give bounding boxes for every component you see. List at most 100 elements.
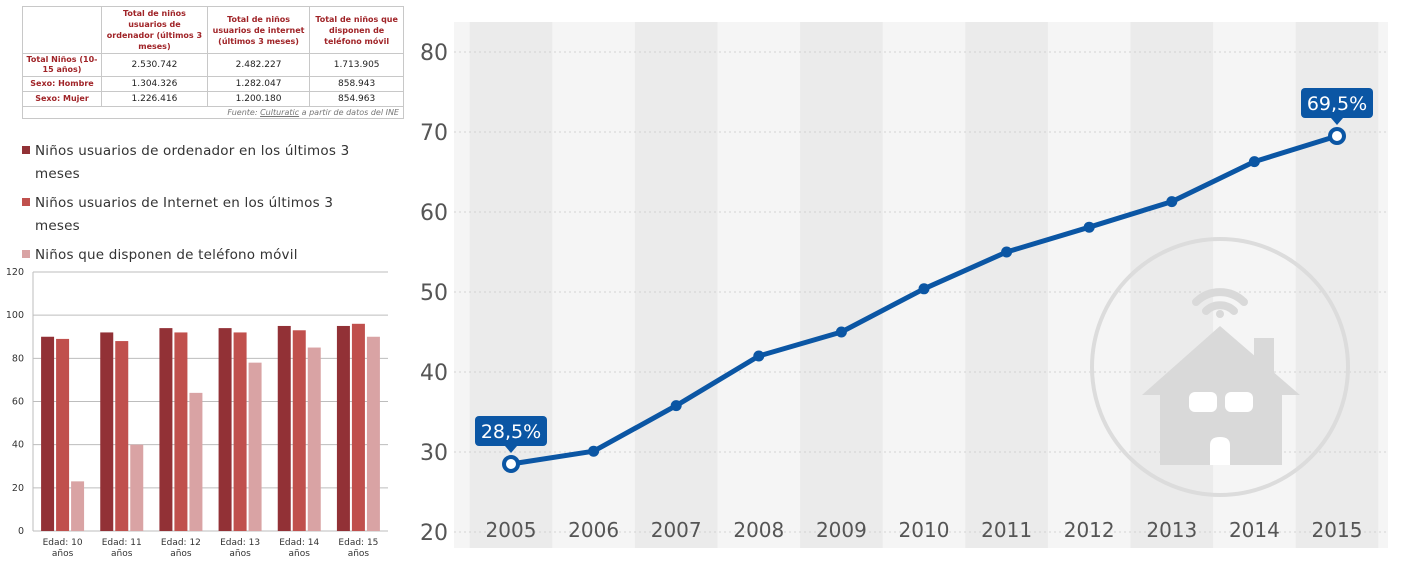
data-label-pointer (1331, 118, 1343, 125)
x-tick-label: años (229, 549, 251, 559)
source-prefix: Fuente: (227, 108, 261, 117)
y-tick-label: 80 (12, 353, 24, 364)
x-tick-label: 2011 (981, 518, 1032, 542)
data-point (1083, 221, 1095, 233)
y-tick-label: 60 (420, 201, 448, 226)
bar-chart-gridlines (32, 271, 388, 532)
wifi-dot-icon (1216, 310, 1224, 318)
y-tick-label: 60 (12, 397, 24, 408)
bar (366, 336, 380, 531)
source-suffix: a partir de datos del INE (299, 108, 399, 117)
y-tick-label: 50 (420, 281, 448, 306)
x-tick-label: 2009 (816, 518, 867, 542)
x-tick-label: 2008 (733, 518, 784, 542)
legend-swatch-internet (22, 198, 30, 206)
x-tick-label: Edad: 15 (338, 538, 378, 548)
data-point-highlight (502, 455, 520, 473)
table-cell: 858.943 (309, 76, 404, 92)
bar (292, 330, 306, 531)
row-label: Total Niños (10-15 años) (22, 53, 102, 77)
table-row: Sexo: Mujer 1.226.416 1.200.180 854.963 (22, 91, 404, 107)
table-cell: 1.200.180 (206, 91, 311, 107)
x-tick-label: 2014 (1229, 518, 1280, 542)
bar (115, 341, 129, 531)
data-point-highlight (1328, 127, 1346, 145)
table-cell: 1.713.905 (309, 53, 404, 77)
table-cell: 1.282.047 (206, 76, 311, 92)
bar (351, 323, 365, 531)
x-tick-label: años (348, 549, 370, 559)
y-tick-label: 0 (18, 526, 24, 537)
legend-label-internet: Niños usuarios de Internet en los último… (35, 195, 334, 234)
x-tick-label: años (52, 549, 74, 559)
house-window-icon (1225, 392, 1253, 412)
legend-swatch-mobile (22, 250, 30, 258)
x-tick-label: 2013 (1146, 518, 1197, 542)
table-corner (22, 6, 102, 54)
bar (189, 392, 203, 531)
bar (41, 336, 55, 531)
table-cell: 2.482.227 (206, 53, 311, 77)
bar-chart-bars (41, 323, 380, 531)
legend-swatch-computer (22, 146, 30, 154)
table-header: Total de niños usuarios de internet (últ… (206, 6, 311, 54)
table-source: Fuente: Culturatic a partir de datos del… (22, 107, 404, 119)
y-tick-label: 40 (12, 440, 24, 451)
data-point (1001, 246, 1013, 258)
data-point (1248, 156, 1260, 168)
table-cell: 854.963 (309, 91, 404, 107)
y-tick-label: 40 (420, 361, 448, 386)
data-point (835, 326, 847, 338)
data-table-panel: Total de niños usuarios de ordenador (úl… (22, 6, 404, 119)
bar (233, 332, 247, 531)
data-point (1166, 196, 1178, 208)
table-cell: 1.304.326 (101, 76, 208, 92)
house-window-icon (1189, 392, 1217, 412)
bar (174, 332, 188, 531)
data-point (753, 350, 765, 362)
legend-item-mobile: Niños que disponen de teléfono móvil (22, 244, 352, 267)
bar (130, 444, 144, 531)
bar (277, 325, 291, 531)
bar (56, 338, 70, 531)
data-table: Total de niños usuarios de ordenador (úl… (22, 6, 404, 107)
x-tick-label: Edad: 12 (161, 538, 201, 548)
house-chimney-icon (1254, 338, 1274, 378)
y-tick-label: 20 (420, 521, 448, 546)
house-icon-circle (1090, 237, 1350, 497)
y-tick-label: 20 (12, 483, 24, 494)
bar (218, 328, 232, 531)
legend-label-mobile: Niños que disponen de teléfono móvil (35, 247, 298, 263)
x-tick-label: 2012 (1064, 518, 1115, 542)
column-stripe (965, 22, 1048, 548)
table-cell: 2.530.742 (101, 53, 208, 77)
table-header: Total de niños usuarios de ordenador (úl… (101, 6, 208, 54)
x-tick-label: 2005 (486, 518, 537, 542)
house-door-icon (1210, 437, 1230, 465)
x-tick-label: años (289, 549, 311, 559)
x-tick-label: Edad: 13 (220, 538, 260, 548)
bar (100, 332, 114, 531)
x-tick-label: Edad: 10 (43, 538, 83, 548)
source-link[interactable]: Culturatic (260, 108, 300, 117)
bar (248, 362, 262, 531)
data-label: 28,5% (481, 421, 541, 443)
y-tick-label: 120 (6, 267, 24, 278)
column-stripe (800, 22, 883, 548)
data-label-box (1301, 88, 1373, 118)
bar-chart-y-ticks: 0 20 40 60 80 100 120 (6, 267, 24, 537)
y-tick-label: 70 (420, 121, 448, 146)
x-tick-label: 2006 (568, 518, 619, 542)
line-chart-data-labels: 28,5% 69,5% (475, 88, 1373, 453)
line-chart-x-ticks: 2005 2006 2007 2008 2009 2010 2011 2012 2013 2014… (486, 518, 1363, 542)
x-tick-label: años (170, 549, 192, 559)
x-tick-label: 2015 (1312, 518, 1363, 542)
bar (336, 325, 350, 531)
table-row: Total Niños (10-15 años) 2.530.742 2.482… (22, 53, 404, 77)
table-header-row: Total de niños usuarios de ordenador (úl… (22, 6, 404, 54)
bar (159, 328, 173, 531)
table-row: Sexo: Hombre 1.304.326 1.282.047 858.943 (22, 76, 404, 92)
